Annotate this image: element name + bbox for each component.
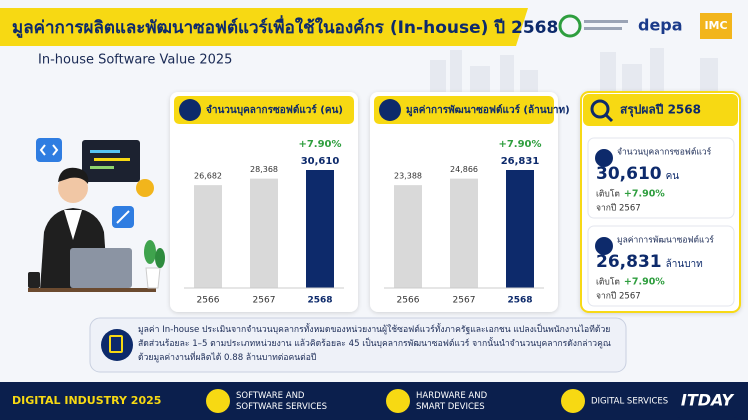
badge-text: ITDAY [681, 391, 735, 410]
code-line [90, 166, 114, 169]
mug [28, 272, 40, 288]
summary-value: 26,831 [596, 252, 662, 272]
gear-icon [136, 179, 154, 197]
summary-label: มูลค่าการพัฒนาซอฟต์แวร์ [617, 235, 714, 246]
growth-label: เติบโต [596, 277, 620, 288]
code-line [94, 158, 130, 161]
value-label: 30,610 [301, 156, 340, 167]
value-icon [595, 237, 613, 255]
x-tick-label: 2567 [253, 296, 276, 306]
x-tick-label: 2567 [453, 296, 476, 306]
footer-item: HARDWARE AND [416, 391, 488, 401]
plant-pot [145, 267, 161, 289]
value-icon [379, 99, 401, 121]
note-icon [101, 329, 133, 361]
x-tick-label: 2566 [197, 296, 220, 306]
summary-value: 30,610 [596, 164, 662, 184]
growth-note: จากปี 2567 [596, 203, 641, 214]
summary-label: จำนวนบุคลากรซอฟต์แวร์ [617, 147, 712, 158]
bar [250, 178, 278, 288]
people-icon [179, 99, 201, 121]
summary-unit: คน [666, 171, 680, 182]
footer-item: SOFTWARE AND [236, 391, 305, 401]
laptop [70, 248, 132, 288]
growth-label: เติบโต [596, 189, 620, 200]
chart-header [174, 96, 354, 124]
x-tick-label: 2568 [307, 296, 332, 306]
footer-icon [386, 389, 410, 413]
percent-glyph [116, 210, 130, 224]
footer-icon [206, 389, 230, 413]
ministry-logo [558, 14, 582, 38]
note-box [89, 317, 627, 373]
footer-item: SOFTWARE SERVICES [236, 402, 327, 412]
footer-brand: DIGITAL INDUSTRY 2025 [12, 394, 161, 407]
badge [676, 384, 738, 418]
footer-icon [561, 389, 585, 413]
footer-item: DIGITAL SERVICES [591, 397, 668, 407]
value-label: 28,368 [250, 165, 278, 174]
note: มูลค่า In-house ประเมินจากจำนวนบุคลากรทั… [138, 325, 611, 363]
value-label: 26,831 [501, 156, 540, 167]
code-icon [36, 138, 62, 162]
footer [0, 382, 748, 420]
growth-value: +7.90% [624, 277, 665, 288]
people-icon [595, 149, 613, 167]
summary-title: สรุปผลปี 2568 [620, 103, 701, 118]
person-shirt [64, 210, 82, 240]
subtitle: In-house Software Value 2025 [38, 53, 232, 68]
code-icon-glyph [39, 144, 46, 156]
note-icon-glyph [109, 335, 123, 353]
chart-title: จำนวนบุคลากรซอฟต์แวร์ (คน) [206, 104, 343, 116]
chart-title: มูลค่าการพัฒนาซอฟต์แวร์ (ล้านบาท) [406, 104, 570, 117]
bar [394, 185, 422, 288]
bar [450, 178, 478, 288]
plant-leaf [155, 248, 165, 268]
summary-header [583, 94, 738, 126]
title-banner [0, 8, 528, 46]
growth-note: จากปี 2567 [596, 291, 641, 302]
growth-value: +7.90% [624, 189, 665, 200]
summary-card [587, 137, 735, 219]
person-head [58, 173, 88, 203]
bar [194, 185, 222, 288]
ministry-logo-text [584, 20, 628, 23]
footer-item: SMART DEVICES [416, 402, 485, 412]
logo-imc: IMC [704, 19, 727, 32]
summary-unit: ล้านบาท [666, 258, 703, 270]
x-tick-label: 2568 [507, 296, 532, 306]
illustration [28, 138, 165, 292]
desk [28, 288, 156, 292]
search-icon [604, 113, 614, 123]
chart-header [374, 96, 554, 124]
growth-annotation: +7.90% [298, 139, 341, 150]
ministry-logo-text [584, 27, 622, 30]
bar [306, 170, 334, 288]
value-label: 24,866 [450, 165, 478, 174]
title: มูลค่าการผลิตและพัฒนาซอฟต์แวร์เพื่อใช้ใน… [12, 15, 558, 39]
x-tick-label: 2566 [397, 296, 420, 306]
bar [506, 170, 534, 288]
growth-annotation: +7.90% [498, 139, 541, 150]
code-icon-glyph [52, 144, 59, 156]
person-hair [58, 167, 89, 184]
search-icon [590, 99, 610, 119]
code-line [90, 150, 120, 153]
plant-leaf [144, 240, 156, 264]
value-label: 26,682 [194, 172, 222, 181]
logo-imc-box [700, 13, 732, 39]
logo-depa: depa [638, 16, 683, 35]
summary-card [587, 225, 735, 307]
value-label: 23,388 [394, 172, 422, 181]
